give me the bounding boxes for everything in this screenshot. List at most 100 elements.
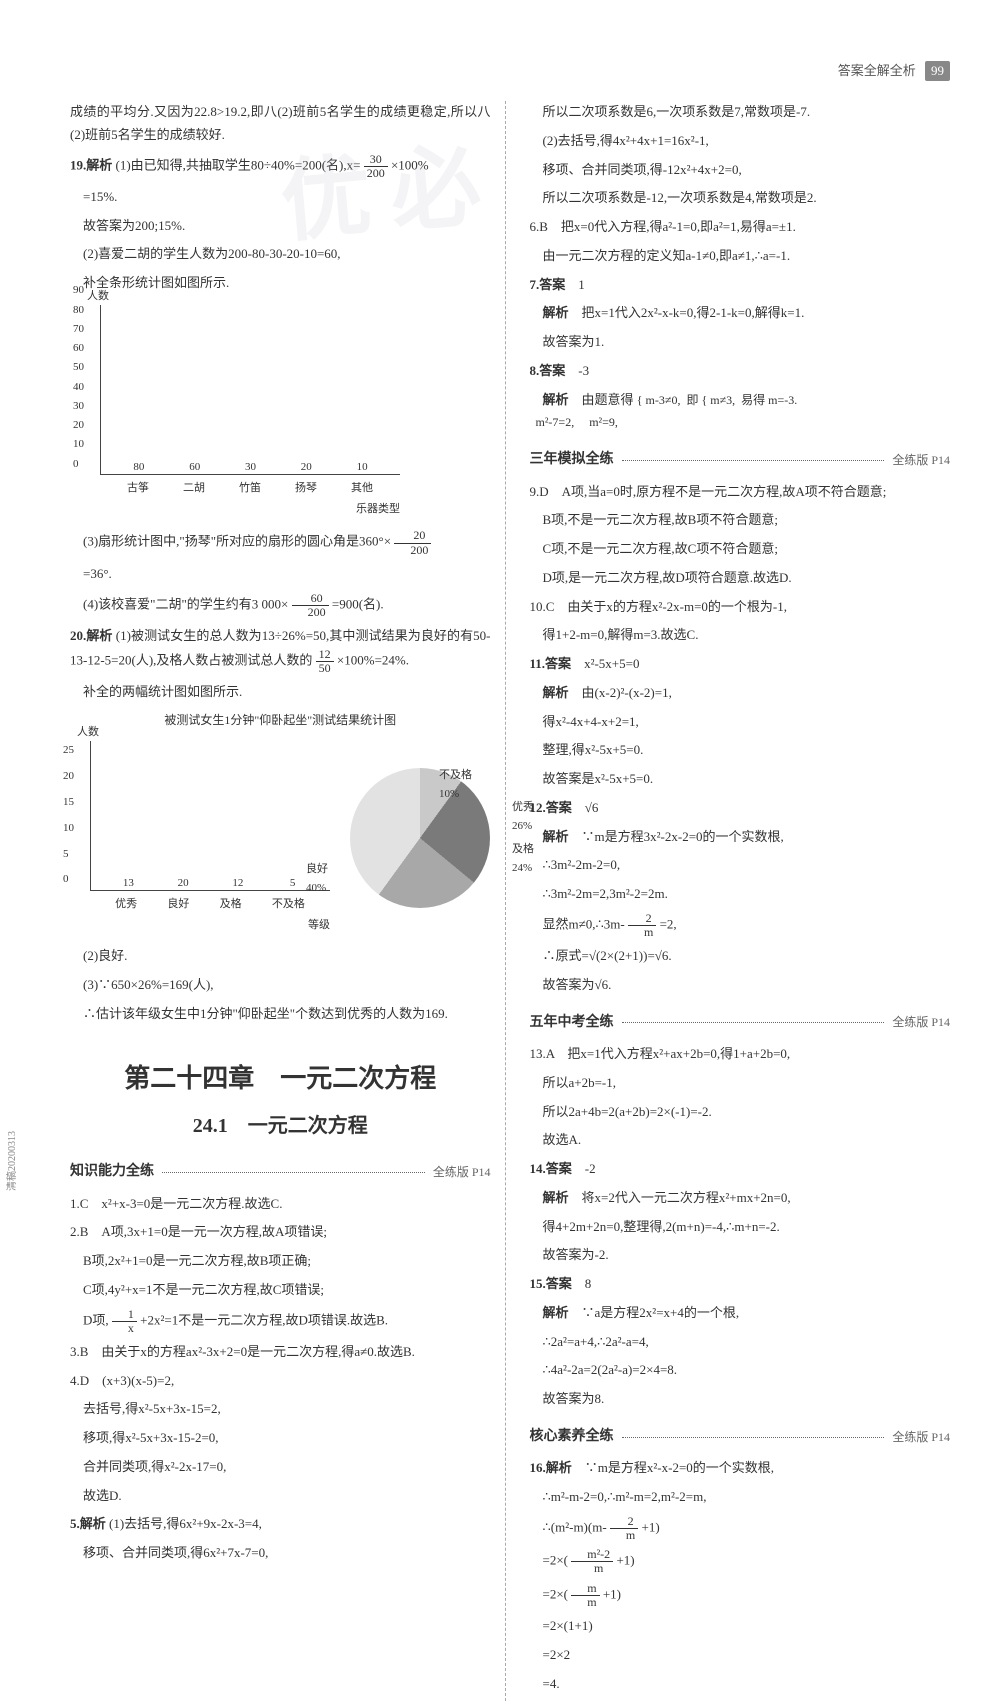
q15-exp: 解析 ∵a是方程2x²=x+4的一个根, — [530, 1302, 951, 1325]
q12-exp-label: 解析 — [543, 829, 569, 844]
q19-label: 19.解析 — [70, 157, 112, 172]
frac-1-x: 1x — [112, 1308, 137, 1335]
q16-7: =2×2 — [530, 1644, 951, 1667]
q11-ans: x²-5x+5=0 — [584, 656, 639, 671]
q2d-a: D项, — [83, 1312, 109, 1327]
q19-1b: ×100% — [391, 157, 429, 172]
q11-exp: 解析 由(x-2)²-(x-2)=1, — [530, 682, 951, 705]
chart1-xlabels: 古筝二胡竹笛扬琴其他 — [100, 479, 400, 498]
chart1-bars: 8060302010 — [101, 305, 400, 474]
q19-line1: 19.解析 (1)由已知得,共抽取学生80÷40%=200(名),x= 3020… — [70, 153, 491, 180]
chart1-yaxis: 0102030405060708090 — [73, 305, 84, 474]
q19-1d: 故答案为200;15%. — [70, 215, 491, 238]
bar-value-label: 30 — [238, 458, 262, 477]
bar-value-label: 20 — [294, 458, 318, 477]
q20-3b: ∴估计该年级女生中1分钟"仰卧起坐"个数达到优秀的人数为169. — [70, 1003, 491, 1026]
q19-1c: =15%. — [70, 186, 491, 209]
q15-label: 15.答案 — [530, 1276, 572, 1291]
q16-4: =2×( m²-2m +1) — [530, 1548, 951, 1575]
pie-chart: 不及格10% 优秀26% 及格24% 良好40% — [350, 768, 490, 908]
q4e: 故选D. — [70, 1485, 491, 1508]
left-column: 成绩的平均分.又因为22.8>19.2,即八(2)班前5名学生的成绩更稳定,所以… — [70, 101, 506, 1701]
q7-exp-label: 解析 — [543, 305, 569, 320]
side-print-code: 清稿20200313 — [3, 1131, 18, 1191]
q19-3a: (3)扇形统计图中,"扬琴"所对应的扇形的圆心角是360°× — [83, 534, 391, 549]
q4b: 去括号,得x²-5x+3x-15=2, — [70, 1398, 491, 1421]
q10b: 得1+2-m=0,解得m=3.故选C. — [530, 624, 951, 647]
q11-exp4: 故答案是x²-5x+5=0. — [530, 768, 951, 791]
q12-label: 12.答案 — [530, 800, 572, 815]
frac-30-200: 30200 — [364, 153, 388, 180]
bar-chart-1-plot: 人数 0102030405060708090 8060302010 — [100, 305, 400, 475]
content-columns: 成绩的平均分.又因为22.8>19.2,即八(2)班前5名学生的成绩更稳定,所以… — [70, 101, 950, 1701]
q7: 7.答案 1 — [530, 274, 951, 297]
frac-20-200: 20200 — [394, 529, 431, 556]
chapter-title: 第二十四章 一元二次方程 — [70, 1056, 491, 1102]
q4c: 移项,得x²-5x+3x-15-2=0, — [70, 1427, 491, 1450]
q9a: 9.D A项,当a=0时,原方程不是一元二次方程,故A项不符合题意; — [530, 481, 951, 504]
q20-2: (2)良好. — [70, 945, 491, 968]
dots-icon — [622, 1022, 885, 1023]
hdr4-title: 核心素养全练 — [530, 1425, 614, 1450]
bar-value-label: 60 — [183, 458, 207, 477]
q19-4: (4)该校喜爱"二胡"的学生约有3 000× 60200 =900(名). — [70, 592, 491, 619]
practice-hdr-2: 三年模拟全练 全练版 P14 — [530, 448, 951, 473]
q12-exp1: ∵m是方程3x²-2x-2=0的一个实数根, — [582, 829, 784, 844]
q7-exp-text: 把x=1代入2x²-x-k=0,得2-1-k=0,解得k=1. — [582, 305, 805, 320]
x-tick-label: 二胡 — [183, 479, 205, 498]
hdr1-ref: 全练版 P14 — [433, 1162, 491, 1183]
bar-chart-2-box: 人数 0510152025 1320125 优秀良好及格不及格 等级 — [90, 741, 330, 936]
chart2-yaxis: 0510152025 — [63, 741, 74, 890]
q8: 8.答案 -3 — [530, 360, 951, 383]
page-header: 答案全解全析 99 — [70, 60, 950, 81]
q16-4b: +1) — [616, 1553, 634, 1568]
q5c: 所以二次项系数是6,一次项系数是7,常数项是-7. — [530, 101, 951, 124]
chart1-ylabel: 人数 — [87, 287, 109, 306]
q12-exp4b: =2, — [660, 916, 677, 931]
q8-exp: 解析 由题意得 { m-3≠0, 即 { m≠3, 易得 m=-3. m²-7=… — [530, 389, 951, 435]
hdr3-ref: 全练版 P14 — [892, 1012, 950, 1033]
q3: 3.B 由关于x的方程ax²-3x+2=0是一元二次方程,得a≠0.故选B. — [70, 1341, 491, 1364]
practice-hdr-1: 知识能力全练 全练版 P14 — [70, 1160, 491, 1185]
dots-icon — [622, 1437, 885, 1438]
q16-3b: +1) — [642, 1520, 660, 1535]
q14: 14.答案 -2 — [530, 1158, 951, 1181]
chart2-bars: 1320125 — [91, 741, 330, 890]
hdr1-title: 知识能力全练 — [70, 1160, 154, 1185]
q16-6: =2×(1+1) — [530, 1615, 951, 1638]
hdr2-title: 三年模拟全练 — [530, 448, 614, 473]
frac-m-m: mm — [571, 1582, 599, 1609]
x-tick-label: 其他 — [351, 479, 373, 498]
frac-2-m: 2m — [628, 912, 656, 939]
q12-exp3: ∴3m²-2m=2,3m²-2=2m. — [530, 883, 951, 906]
q19-4c: =900(名). — [332, 596, 384, 611]
q16-label: 16.解析 — [530, 1460, 572, 1475]
q8-cases: { m-3≠0, 即 { m≠3, 易得 m=-3. m²-7=2, m²=9, — [530, 393, 798, 430]
x-tick-label: 不及格 — [272, 895, 305, 914]
q15-exp2: ∴2a²=a+4,∴2a²-a=4, — [530, 1331, 951, 1354]
q16-5b: +1) — [603, 1586, 621, 1601]
intro-para: 成绩的平均分.又因为22.8>19.2,即八(2)班前5名学生的成绩更稳定,所以… — [70, 101, 491, 147]
frac-60-200: 60200 — [292, 592, 329, 619]
q16-2: ∴m²-m-2=0,∴m²-m=2,m²-2=m, — [530, 1486, 951, 1509]
q19-2b: 补全条形统计图如图所示. — [70, 272, 491, 295]
q6b: 由一元二次方程的定义知a-1≠0,即a≠1,∴a=-1. — [530, 245, 951, 268]
q7-exp: 解析 把x=1代入2x²-x-k=0,得2-1-k=0,解得k=1. — [530, 302, 951, 325]
q16-line: 16.解析 ∵m是方程x²-x-2=0的一个实数根, — [530, 1457, 951, 1480]
bar-value-label: 12 — [226, 874, 250, 893]
hdr4-ref: 全练版 P14 — [892, 1427, 950, 1448]
q7-ans: 1 — [578, 277, 585, 292]
q5e: 移项、合并同类项,得-12x²+4x+2=0, — [530, 159, 951, 182]
q4a: 4.D (x+3)(x-5)=2, — [70, 1370, 491, 1393]
right-column: 所以二次项系数是6,一次项系数是7,常数项是-7. (2)去括号,得4x²+4x… — [530, 101, 951, 1701]
q20-1: (1)被测试女生的总人数为13÷26%=50,其中测试结果为良好的有50-13-… — [70, 628, 490, 667]
q5a: (1)去括号,得6x²+9x-2x-3=4, — [109, 1516, 262, 1531]
q11-exp1: 由(x-2)²-(x-2)=1, — [582, 685, 672, 700]
bar-value-label: 10 — [350, 458, 374, 477]
q2d-b: +2x²=1不是一元二次方程,故D项错误.故选B. — [140, 1312, 388, 1327]
q5-line: 5.解析 (1)去括号,得6x²+9x-2x-3=4, — [70, 1513, 491, 1536]
q16-5: =2×( mm +1) — [530, 1582, 951, 1609]
bar-value-label: 13 — [116, 874, 140, 893]
q5f: 所以二次项系数是-12,一次项系数是4,常数项是2. — [530, 187, 951, 210]
bar-value-label: 20 — [171, 874, 195, 893]
